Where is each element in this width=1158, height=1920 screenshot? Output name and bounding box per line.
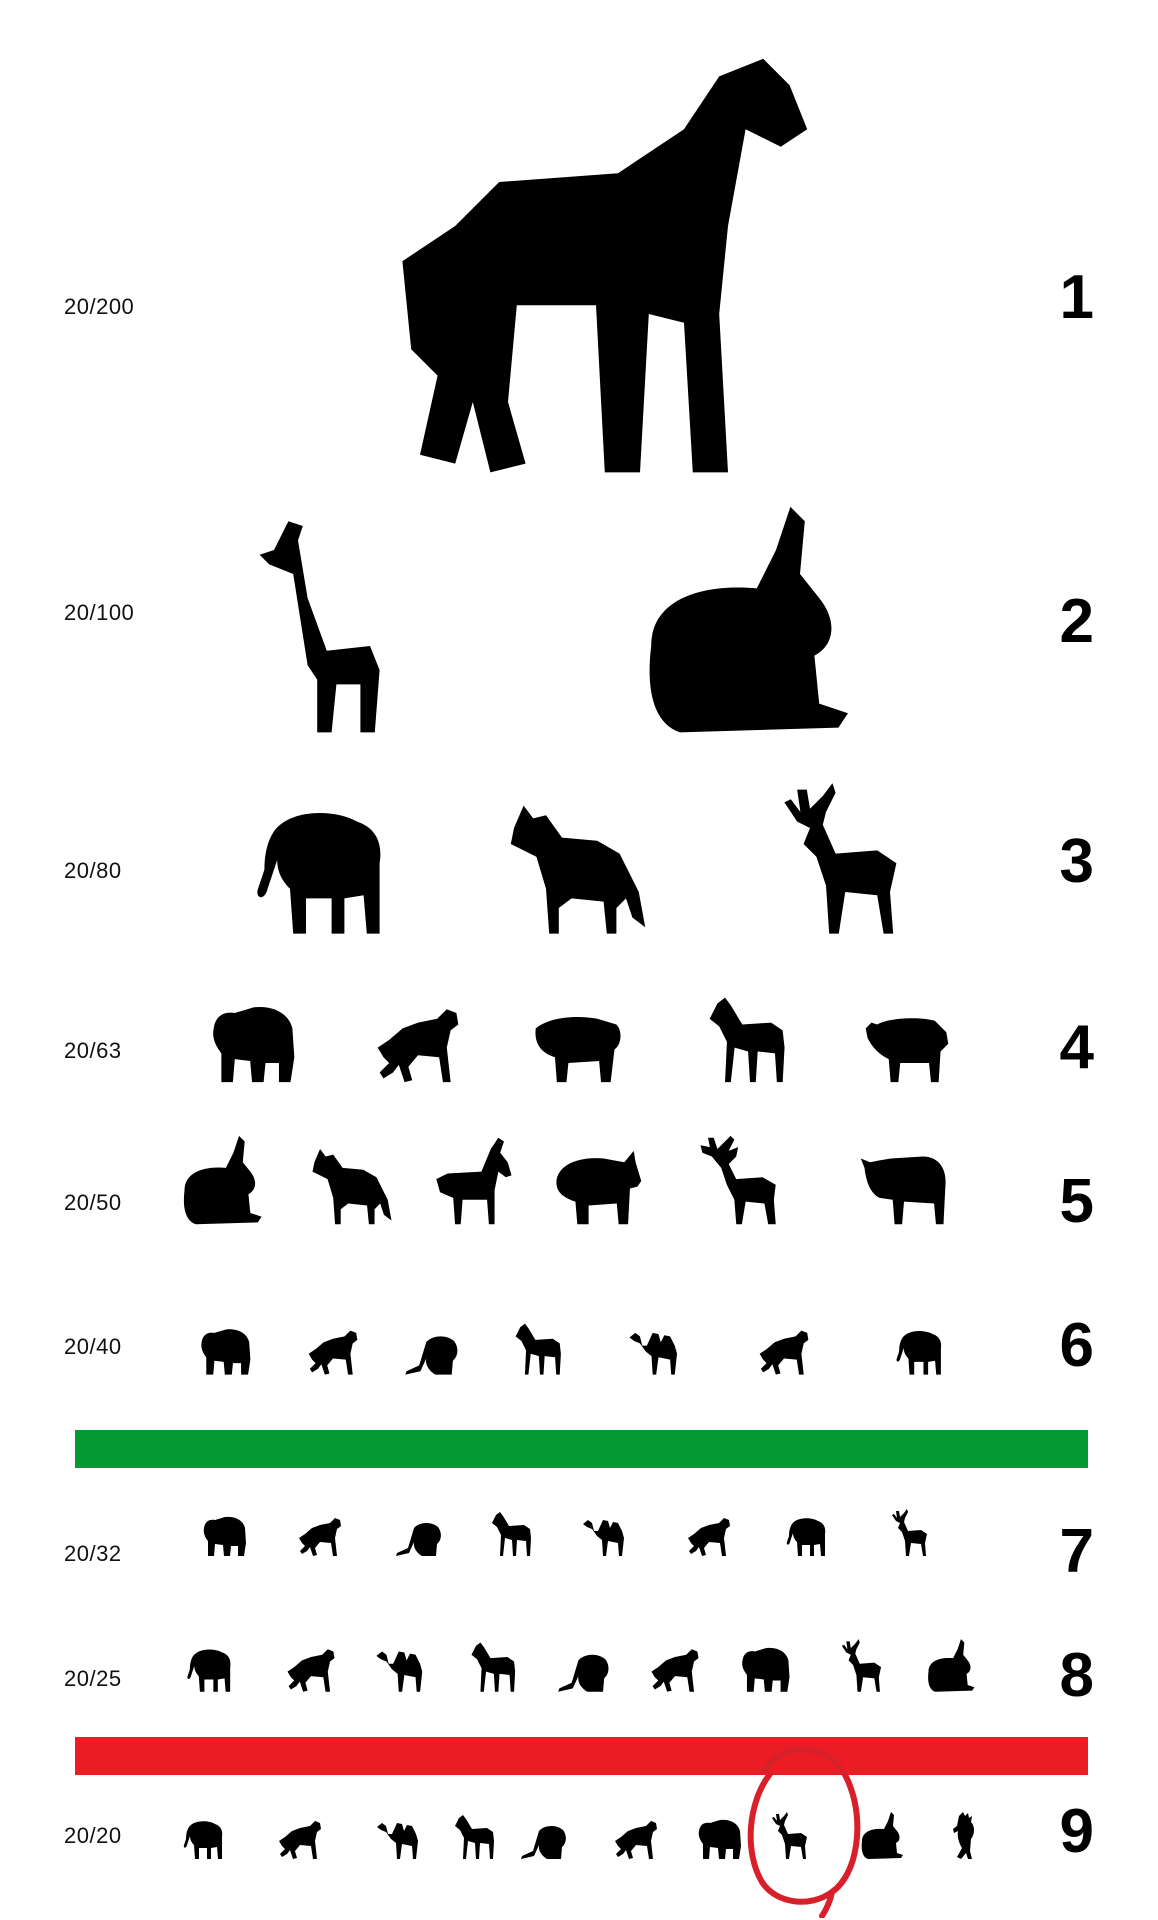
elephant-silhouette-row-3-1 (257, 812, 381, 934)
rabbit-silhouette-row-2-2 (649, 506, 848, 733)
row-number-4: 4 (1059, 1013, 1094, 1082)
bear-silhouette-row-8-7 (742, 1647, 790, 1692)
row-number-3: 3 (1059, 827, 1094, 896)
acuity-label-row-9: 20/20 (64, 1823, 122, 1848)
row-number-2: 2 (1059, 587, 1094, 656)
lion-silhouette-row-7-6 (688, 1518, 730, 1556)
zebra-silhouette-row-7-4 (492, 1512, 531, 1556)
hippo-silhouette-row-4-3 (535, 1017, 621, 1083)
camel-silhouette-row-9-3 (377, 1823, 418, 1859)
acuity-label-row-2: 20/100 (64, 600, 135, 625)
goat-silhouette-row-5-3 (436, 1137, 512, 1225)
acuity-label-row-6: 20/40 (64, 1334, 122, 1359)
lion-silhouette-row-7-2 (299, 1518, 341, 1556)
rabbit-silhouette-row-9-9 (861, 1812, 903, 1859)
acuity-label-row-1: 20/200 (64, 294, 135, 319)
bear-silhouette-row-7-1 (203, 1516, 246, 1556)
lion-silhouette-row-8-6 (651, 1649, 699, 1692)
deer-silhouette-row-8-8 (841, 1639, 882, 1692)
elephant-silhouette-row-7-7 (786, 1518, 826, 1556)
rhino-silhouette-row-5-4 (556, 1150, 642, 1225)
zebra-silhouette-row-9-4 (455, 1815, 494, 1859)
green-divider-bar (75, 1430, 1088, 1468)
highlight-circle-annotation (747, 1746, 861, 1918)
row-number-9: 9 (1059, 1797, 1094, 1866)
bear-silhouette-row-6-1 (201, 1329, 251, 1375)
deer-silhouette-row-9-8 (772, 1812, 807, 1859)
bear-silhouette-row-4-1 (213, 1006, 295, 1083)
elephant-silhouette-row-9-1 (183, 1821, 223, 1859)
beaver-silhouette-row-6-3 (405, 1336, 458, 1375)
red-divider-bar (75, 1737, 1088, 1775)
elephant-silhouette-row-6-7 (896, 1330, 942, 1375)
row-number-5: 5 (1059, 1167, 1094, 1236)
reindeer-silhouette-row-5-5 (700, 1135, 776, 1225)
zebra-silhouette-row-4-4 (709, 997, 785, 1083)
lion-silhouette-row-9-6 (615, 1821, 657, 1859)
acuity-label-row-4: 20/63 (64, 1038, 122, 1063)
beaver-silhouette-row-7-3 (396, 1522, 441, 1556)
zebra-silhouette-row-6-4 (515, 1323, 561, 1375)
buffalo-silhouette-row-5-6 (860, 1156, 946, 1225)
lion-silhouette-row-9-2 (279, 1821, 321, 1859)
row-number-1: 1 (1059, 263, 1094, 332)
acuity-label-row-8: 20/25 (64, 1666, 122, 1691)
bear-silhouette-row-9-7 (698, 1819, 741, 1859)
cockatoo-silhouette-row-9-10 (953, 1812, 974, 1859)
wolf-silhouette-row-3-2 (510, 805, 646, 934)
row-number-7: 7 (1059, 1517, 1094, 1586)
camel-silhouette-row-8-3 (376, 1651, 423, 1692)
acuity-label-row-7: 20/32 (64, 1541, 122, 1566)
row-number-6: 6 (1059, 1311, 1094, 1380)
rabbit-silhouette-row-8-9 (928, 1639, 975, 1692)
deer-silhouette-row-3-3 (784, 783, 897, 934)
camel-silhouette-row-7-5 (583, 1520, 624, 1556)
horse-silhouette-row-1-1 (402, 58, 808, 473)
zebra-silhouette-row-8-4 (471, 1642, 516, 1692)
beaver-silhouette-row-9-5 (521, 1825, 566, 1859)
lion-silhouette-row-6-2 (308, 1330, 358, 1375)
deer-silhouette-row-7-8 (892, 1509, 927, 1556)
beaver-silhouette-row-8-5 (558, 1654, 609, 1692)
elephant-silhouette-row-8-1 (187, 1649, 231, 1692)
lion-silhouette-row-6-6 (759, 1330, 809, 1375)
rabbit-silhouette-row-5-1 (183, 1135, 262, 1225)
acuity-label-row-3: 20/80 (64, 858, 122, 883)
camel-silhouette-row-6-5 (629, 1332, 678, 1375)
wolf-silhouette-row-5-2 (312, 1149, 392, 1225)
row-number-8: 8 (1059, 1641, 1094, 1710)
acuity-label-row-5: 20/50 (64, 1190, 122, 1215)
pig-silhouette-row-4-5 (865, 1018, 949, 1083)
lion-silhouette-row-8-2 (287, 1649, 335, 1692)
lion-silhouette-row-4-2 (377, 1009, 459, 1083)
giraffe-silhouette-row-2-1 (259, 521, 380, 733)
